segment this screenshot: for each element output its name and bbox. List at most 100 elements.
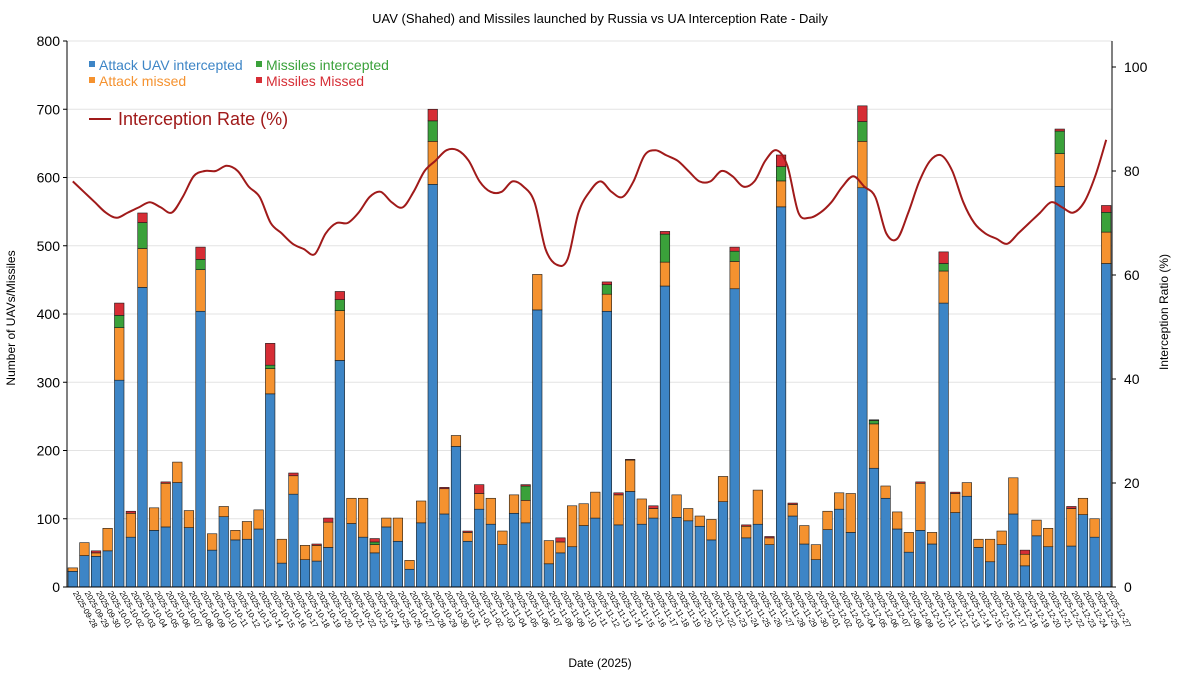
bar-uav-intercepted — [1066, 545, 1077, 588]
legend-swatch-missiles-missed — [256, 77, 262, 83]
bar-uav-intercepted — [1043, 546, 1054, 588]
y-tick-label: 100 — [37, 511, 61, 527]
bar-missiles-missed — [764, 536, 775, 539]
bar-attack-missed — [834, 492, 845, 510]
bar-uav-intercepted — [903, 551, 914, 588]
bar-attack-missed — [996, 530, 1007, 545]
bar-uav-intercepted — [915, 530, 926, 588]
bar-attack-missed — [67, 567, 78, 572]
chart-title: UAV (Shahed) and Missiles launched by Ru… — [372, 11, 828, 26]
bar-attack-missed — [694, 515, 705, 527]
bar-missiles-missed — [555, 537, 566, 543]
bar-uav-intercepted — [613, 524, 624, 588]
bar-uav-intercepted — [485, 523, 496, 588]
bar-attack-missed — [822, 510, 833, 530]
bar-uav-intercepted — [926, 543, 938, 588]
bar-attack-missed — [845, 493, 856, 533]
bar-uav-intercepted — [79, 555, 90, 588]
bar-uav-intercepted — [276, 562, 287, 588]
bar-uav-intercepted — [776, 206, 787, 588]
bar-attack-missed — [1066, 508, 1077, 547]
bar-uav-intercepted — [961, 495, 972, 588]
bar-missiles-intercepted — [601, 284, 612, 295]
y2-tick-label: 40 — [1124, 371, 1140, 387]
bar-attack-missed — [613, 494, 624, 526]
bar-missiles-missed — [601, 281, 612, 285]
bar-missiles-intercepted — [520, 485, 531, 501]
bar-missiles-missed — [439, 487, 450, 490]
bar-attack-missed — [892, 511, 903, 530]
bar-attack-missed — [149, 507, 160, 531]
bar-attack-missed — [787, 504, 798, 517]
bar-attack-missed — [648, 508, 659, 519]
bar-uav-intercepted — [1008, 513, 1019, 588]
bar-missiles-missed — [125, 510, 136, 514]
bar-missiles-missed — [613, 492, 624, 496]
bar-attack-missed — [358, 497, 369, 538]
bar-attack-missed — [334, 310, 345, 361]
bar-missiles-missed — [729, 246, 740, 252]
bar-uav-intercepted — [172, 482, 183, 588]
bar-attack-missed — [1043, 527, 1054, 548]
bar-attack-missed — [346, 497, 357, 524]
bar-uav-intercepted — [183, 527, 194, 588]
bar-missiles-missed — [868, 419, 880, 421]
bar-uav-intercepted — [857, 187, 868, 588]
bar-attack-missed — [160, 482, 171, 528]
bar-attack-missed — [218, 506, 229, 518]
bar-uav-intercepted — [311, 560, 322, 588]
bar-missiles-intercepted — [369, 541, 380, 545]
bar-missiles-missed — [311, 543, 322, 546]
bar-uav-intercepted — [868, 467, 880, 588]
bar-uav-intercepted — [149, 530, 160, 588]
bar-attack-missed — [938, 270, 949, 304]
bar-attack-missed — [520, 500, 531, 524]
chart-bars — [67, 105, 1112, 588]
bar-attack-missed — [311, 545, 322, 562]
bar-uav-intercepted — [114, 379, 125, 588]
bar-attack-missed — [299, 545, 311, 560]
bar-attack-missed — [776, 180, 787, 208]
bar-uav-intercepted — [729, 288, 740, 588]
y2-tick-label: 100 — [1124, 59, 1148, 75]
bar-attack-missed — [114, 327, 125, 381]
bar-uav-intercepted — [845, 532, 856, 588]
bar-missiles-missed — [195, 246, 206, 260]
bar-attack-missed — [903, 532, 914, 553]
bar-attack-missed — [183, 510, 194, 528]
bar-attack-missed — [926, 532, 938, 545]
bar-uav-intercepted — [578, 525, 589, 588]
bar-attack-missed — [810, 544, 821, 560]
bar-missiles-intercepted — [868, 420, 880, 425]
bar-missiles-intercepted — [195, 259, 206, 270]
bar-missiles-intercepted — [659, 233, 671, 263]
bar-uav-intercepted — [369, 552, 380, 588]
bar-attack-missed — [578, 503, 589, 526]
bar-uav-intercepted — [439, 513, 450, 588]
bar-attack-missed — [241, 521, 253, 540]
legend-label-interception-rate: Interception Rate (%) — [118, 109, 288, 129]
y-tick-label: 300 — [37, 374, 61, 390]
bar-uav-intercepted — [717, 501, 729, 588]
y-tick-label: 800 — [37, 33, 61, 49]
bar-missiles-missed — [427, 108, 438, 122]
bar-attack-missed — [683, 508, 694, 522]
bar-attack-missed — [1031, 519, 1042, 537]
bar-missiles-missed — [1066, 506, 1077, 509]
bar-attack-missed — [950, 493, 961, 513]
bar-attack-missed — [323, 521, 334, 548]
bar-uav-intercepted — [683, 520, 694, 588]
bar-uav-intercepted — [822, 529, 833, 588]
bar-attack-missed — [1019, 553, 1030, 567]
bar-uav-intercepted — [532, 309, 543, 588]
bar-attack-missed — [868, 423, 880, 469]
bar-uav-intercepted — [346, 523, 357, 588]
bar-attack-missed — [288, 475, 299, 495]
bar-uav-intercepted — [253, 528, 264, 588]
y-axis-title: Number of UAVs/Missiles — [4, 250, 18, 385]
bar-missiles-intercepted — [857, 121, 868, 142]
y-tick-label: 700 — [37, 101, 61, 117]
bar-attack-missed — [1054, 153, 1065, 187]
bar-missiles-missed — [137, 212, 148, 223]
bar-missiles-intercepted — [729, 250, 740, 262]
